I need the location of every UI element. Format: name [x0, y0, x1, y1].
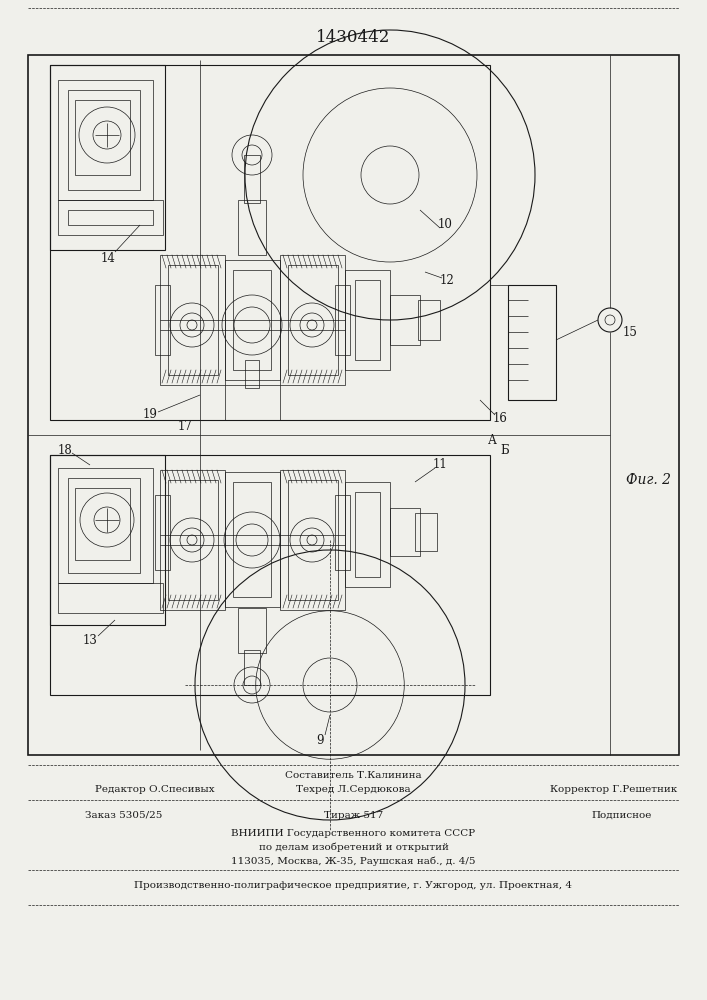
Bar	[75, 488, 130, 560]
Text: Редактор О.Спесивых: Редактор О.Спесивых	[95, 786, 215, 794]
Text: 16: 16	[493, 412, 508, 424]
Bar	[160, 470, 225, 610]
Bar	[168, 480, 218, 600]
Text: Заказ 5305/25: Заказ 5305/25	[85, 810, 163, 820]
Bar	[225, 385, 280, 420]
Bar	[345, 270, 390, 370]
Text: 13: 13	[83, 634, 98, 647]
Bar	[280, 255, 345, 385]
Bar	[508, 285, 556, 400]
Text: Составитель Т.Калинина: Составитель Т.Калинина	[285, 770, 422, 780]
Bar	[355, 492, 380, 577]
Text: 9: 9	[316, 734, 324, 746]
Text: 12: 12	[440, 273, 455, 286]
Bar	[155, 285, 170, 355]
Text: Корректор Г.Решетник: Корректор Г.Решетник	[550, 786, 677, 794]
Text: по делам изобретений и открытий: по делам изобретений и открытий	[259, 842, 448, 852]
Bar	[58, 80, 153, 200]
Text: Производственно-полиграфическое предприятие, г. Ужгород, ул. Проектная, 4: Производственно-полиграфическое предприя…	[134, 880, 573, 890]
Bar	[245, 360, 259, 388]
Bar	[58, 200, 163, 235]
Bar	[225, 472, 280, 607]
Bar	[58, 583, 163, 613]
Bar	[244, 650, 260, 685]
Bar	[233, 270, 271, 370]
Text: 113035, Москва, Ж-35, Раушская наб., д. 4/5: 113035, Москва, Ж-35, Раушская наб., д. …	[231, 856, 476, 866]
Bar	[288, 480, 338, 600]
Text: 19: 19	[143, 408, 158, 422]
Bar	[68, 478, 140, 573]
Bar	[238, 608, 266, 653]
Text: А: А	[488, 434, 496, 446]
Bar	[50, 455, 490, 695]
Text: Техред Л.Сердюкова: Техред Л.Сердюкова	[296, 786, 411, 794]
Bar	[155, 495, 170, 570]
Bar	[418, 300, 440, 340]
Text: 1430442: 1430442	[316, 29, 391, 46]
Bar	[244, 155, 260, 203]
Text: Б: Б	[501, 444, 509, 456]
Text: 11: 11	[433, 458, 448, 472]
Bar	[335, 285, 350, 355]
Bar	[335, 495, 350, 570]
Bar	[415, 513, 437, 551]
Bar	[345, 482, 390, 587]
Bar	[390, 295, 420, 345]
Bar	[238, 200, 266, 255]
Bar	[160, 255, 225, 385]
Bar	[58, 468, 153, 583]
Bar	[233, 482, 271, 597]
Bar	[225, 260, 280, 380]
Text: Тираж 517: Тираж 517	[324, 810, 383, 820]
Bar	[50, 455, 165, 625]
Bar	[68, 210, 153, 225]
Bar	[390, 508, 420, 556]
Bar	[168, 265, 218, 375]
Text: 17: 17	[177, 420, 192, 434]
Bar	[68, 90, 140, 190]
Bar	[288, 265, 338, 375]
Text: Фиг. 2: Фиг. 2	[626, 473, 670, 487]
Bar	[28, 55, 679, 755]
Bar	[355, 280, 380, 360]
Text: 15: 15	[623, 326, 638, 338]
Text: 10: 10	[438, 219, 452, 232]
Text: Подписное: Подписное	[592, 810, 652, 820]
Text: 14: 14	[100, 251, 115, 264]
Text: ВНИИПИ Государственного комитета СССР: ВНИИПИ Государственного комитета СССР	[231, 828, 476, 838]
Bar	[50, 65, 165, 250]
Bar	[280, 470, 345, 610]
Bar	[50, 65, 490, 420]
Text: 18: 18	[58, 444, 72, 456]
Bar	[75, 100, 130, 175]
